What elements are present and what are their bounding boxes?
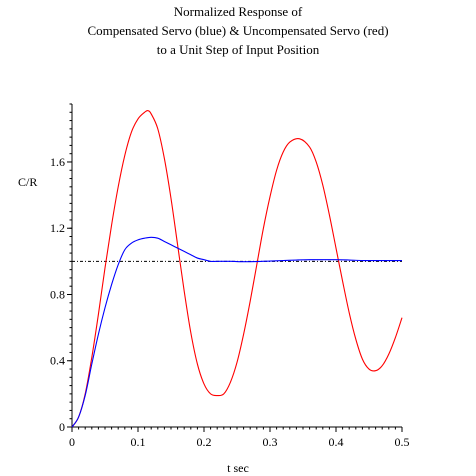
y-tick-label: 0 xyxy=(59,420,65,434)
x-tick-label: 0.5 xyxy=(395,435,410,449)
x-tick-label: 0.1 xyxy=(131,435,146,449)
chart-title-line-2: Compensated Servo (blue) & Uncompensated… xyxy=(87,23,388,38)
y-axis-label: C/R xyxy=(18,175,37,189)
y-tick-label: 1.6 xyxy=(50,155,65,169)
axis-tick-labels: 0 0.4 0.8 1.2 1.6 0 0.1 0.2 0.3 0.4 0.5 xyxy=(50,155,410,449)
compensated-servo-blue-line xyxy=(71,236,402,428)
axes xyxy=(71,104,402,428)
y-tick-label: 0.8 xyxy=(50,287,65,301)
axis-ticks xyxy=(67,103,403,432)
x-axis-label: t sec xyxy=(227,461,249,475)
x-tick-label: 0 xyxy=(69,435,75,449)
uncompensated-servo-red-line xyxy=(71,110,403,428)
x-tick-label: 0.4 xyxy=(329,435,344,449)
chart-title: Normalized Response of Compensated Servo… xyxy=(87,4,388,57)
y-tick-label: 0.4 xyxy=(50,354,65,368)
y-tick-label: 1.2 xyxy=(50,221,65,235)
chart-title-line-3: to a Unit Step of Input Position xyxy=(157,42,320,57)
x-tick-label: 0.2 xyxy=(197,435,212,449)
chart-title-line-1: Normalized Response of xyxy=(174,4,303,19)
series-group xyxy=(71,110,403,428)
x-tick-label: 0.3 xyxy=(263,435,278,449)
